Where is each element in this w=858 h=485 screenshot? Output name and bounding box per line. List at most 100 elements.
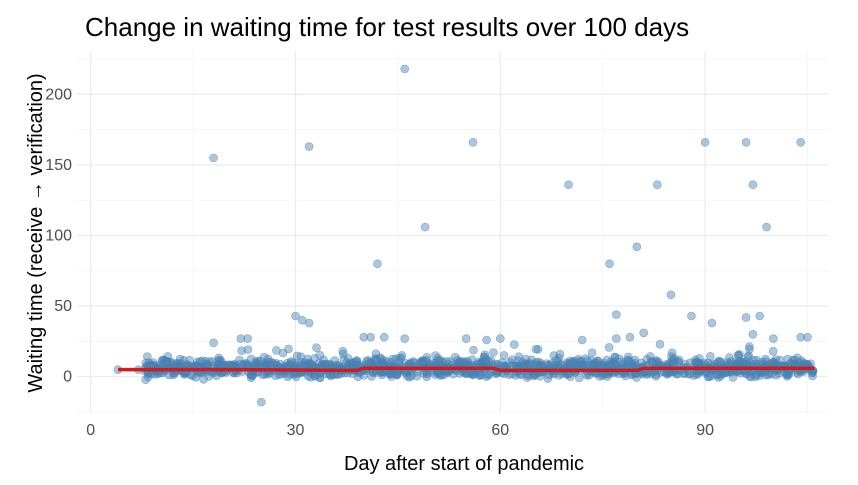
data-point — [735, 349, 744, 359]
data-point — [796, 332, 805, 342]
data-point — [572, 357, 582, 366]
data-point — [404, 372, 414, 382]
data-point — [248, 370, 257, 379]
data-point — [272, 346, 281, 355]
data-point — [743, 352, 753, 362]
data-point — [257, 397, 266, 407]
y-tick-label: 0 — [63, 369, 72, 386]
x-tick-label: 60 — [491, 422, 509, 439]
data-point — [243, 345, 253, 354]
data-point — [562, 358, 572, 368]
data-point — [536, 358, 546, 368]
trend-line — [118, 366, 815, 373]
data-point — [783, 354, 793, 364]
data-point — [509, 340, 519, 349]
data-point — [371, 349, 381, 359]
data-point — [312, 343, 321, 353]
data-point — [315, 350, 325, 360]
data-point — [581, 354, 590, 363]
data-point — [176, 359, 186, 368]
data-point — [587, 360, 597, 369]
data-point — [304, 142, 314, 151]
data-point — [796, 138, 805, 147]
data-point — [373, 259, 382, 269]
data-point — [321, 359, 331, 369]
data-point — [271, 358, 280, 368]
data-point — [159, 355, 169, 365]
y-tick-label: 200 — [45, 86, 72, 103]
data-point — [653, 180, 662, 190]
data-point — [721, 368, 731, 378]
data-point — [175, 354, 185, 364]
data-point — [379, 332, 389, 342]
data-point — [564, 180, 573, 190]
data-point — [700, 138, 710, 147]
data-point — [612, 310, 621, 319]
data-point — [341, 358, 351, 368]
trend-layer — [118, 366, 815, 373]
data-point — [769, 357, 779, 367]
data-point — [741, 138, 751, 147]
data-point — [531, 344, 541, 354]
data-point — [673, 369, 682, 379]
data-point — [603, 372, 612, 381]
data-point — [533, 344, 543, 354]
data-point — [728, 373, 738, 382]
data-point — [212, 371, 221, 381]
data-point — [338, 346, 348, 356]
data-point — [330, 356, 340, 365]
data-point — [625, 332, 635, 342]
y-tick-label: 150 — [45, 157, 72, 174]
x-axis-label: Day after start of pandemic — [344, 453, 584, 475]
data-point — [259, 352, 269, 362]
data-point — [745, 342, 754, 351]
data-point — [393, 369, 402, 378]
data-point — [412, 371, 422, 381]
data-point — [639, 328, 648, 338]
data-point — [748, 330, 758, 339]
x-tick-label: 90 — [696, 422, 714, 439]
data-point — [421, 357, 431, 367]
data-point — [636, 358, 646, 368]
data-point — [235, 355, 244, 365]
data-point — [495, 334, 505, 343]
data-point — [366, 332, 375, 342]
data-point — [577, 335, 587, 345]
data-point — [359, 332, 369, 342]
data-point — [480, 350, 490, 360]
data-point — [543, 374, 553, 383]
data-point — [338, 349, 348, 359]
data-point — [574, 354, 583, 364]
data-point — [647, 357, 657, 367]
data-point — [237, 346, 246, 356]
data-point — [707, 318, 717, 328]
data-point — [469, 345, 478, 355]
data-point — [768, 346, 778, 356]
data-point — [468, 138, 478, 147]
data-point — [745, 344, 754, 354]
data-point — [209, 338, 218, 348]
data-point — [761, 354, 770, 364]
data-point — [767, 369, 776, 379]
data-point — [687, 311, 696, 321]
data-point — [283, 358, 293, 368]
data-point — [755, 311, 765, 321]
data-point — [489, 348, 498, 357]
data-point — [667, 355, 677, 365]
data-point — [748, 180, 758, 190]
data-point — [304, 318, 314, 328]
data-point — [605, 259, 614, 269]
data-point — [215, 356, 225, 365]
data-point — [741, 313, 751, 322]
data-point — [693, 358, 702, 367]
data-point — [623, 357, 633, 366]
data-point — [400, 334, 410, 343]
data-point — [400, 64, 410, 74]
data-point — [722, 358, 732, 367]
data-point — [243, 360, 253, 370]
data-point — [300, 358, 310, 367]
x-tick-label: 30 — [287, 422, 305, 439]
data-point — [243, 334, 252, 343]
data-point — [549, 351, 559, 360]
y-axis-label: Waiting time (receive → verification) — [25, 73, 47, 392]
